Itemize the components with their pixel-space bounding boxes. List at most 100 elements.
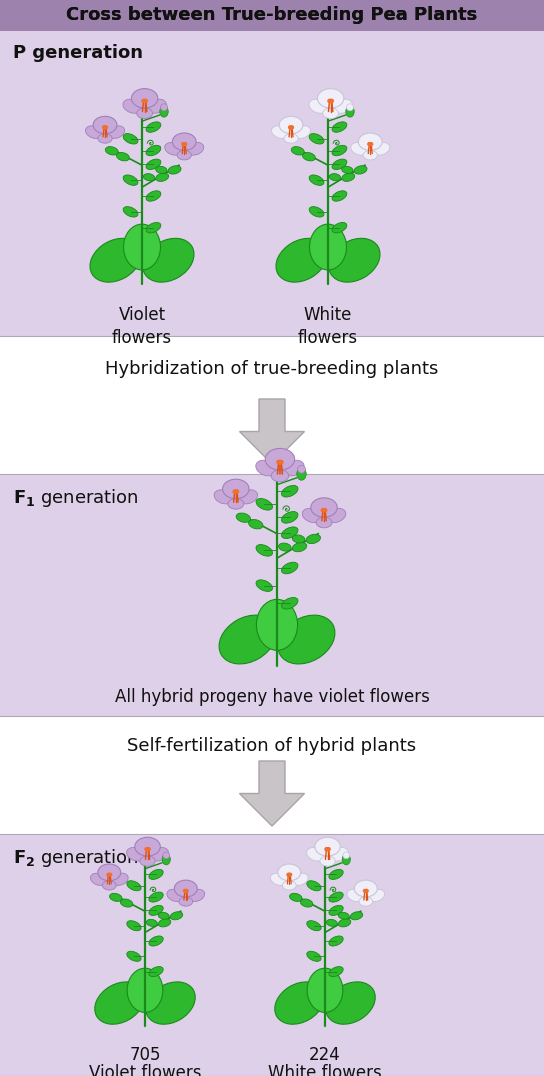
Ellipse shape xyxy=(315,837,341,856)
Ellipse shape xyxy=(98,133,112,143)
Ellipse shape xyxy=(343,852,350,859)
Text: All hybrid progeny have violet flowers: All hybrid progeny have violet flowers xyxy=(115,688,429,706)
Circle shape xyxy=(370,143,373,145)
Ellipse shape xyxy=(329,905,343,916)
Circle shape xyxy=(369,143,372,145)
Text: Self-fertilization of hybrid plants: Self-fertilization of hybrid plants xyxy=(127,737,417,755)
Bar xyxy=(0,0,544,31)
Ellipse shape xyxy=(300,898,313,907)
Ellipse shape xyxy=(163,852,170,859)
Circle shape xyxy=(328,99,331,102)
Ellipse shape xyxy=(359,897,373,906)
Ellipse shape xyxy=(172,133,196,151)
Ellipse shape xyxy=(298,465,305,473)
Ellipse shape xyxy=(143,238,194,282)
Ellipse shape xyxy=(332,223,347,232)
Ellipse shape xyxy=(329,173,341,181)
Ellipse shape xyxy=(120,898,133,907)
Bar xyxy=(0,31,544,336)
Ellipse shape xyxy=(160,103,168,111)
Bar xyxy=(0,716,544,834)
Ellipse shape xyxy=(302,509,321,523)
Circle shape xyxy=(104,126,108,129)
Ellipse shape xyxy=(170,911,183,920)
Ellipse shape xyxy=(123,133,138,144)
Ellipse shape xyxy=(289,893,302,902)
Ellipse shape xyxy=(187,142,204,155)
Polygon shape xyxy=(239,399,305,464)
Ellipse shape xyxy=(127,968,163,1013)
Ellipse shape xyxy=(338,912,349,919)
Circle shape xyxy=(233,490,236,493)
Ellipse shape xyxy=(326,982,375,1024)
Ellipse shape xyxy=(292,146,304,155)
Ellipse shape xyxy=(271,470,289,482)
Circle shape xyxy=(184,143,187,145)
Ellipse shape xyxy=(146,223,161,232)
Ellipse shape xyxy=(150,848,169,861)
Circle shape xyxy=(142,99,145,102)
Bar xyxy=(0,336,544,475)
Ellipse shape xyxy=(330,848,349,861)
Ellipse shape xyxy=(279,543,291,551)
Ellipse shape xyxy=(236,513,251,522)
Circle shape xyxy=(109,874,112,876)
Ellipse shape xyxy=(168,166,181,174)
Circle shape xyxy=(103,126,106,129)
Ellipse shape xyxy=(278,864,301,881)
Ellipse shape xyxy=(127,881,141,891)
Ellipse shape xyxy=(281,562,298,574)
Ellipse shape xyxy=(294,126,311,139)
Ellipse shape xyxy=(165,142,182,155)
Ellipse shape xyxy=(309,133,324,144)
Ellipse shape xyxy=(123,207,138,217)
Ellipse shape xyxy=(363,151,378,160)
Text: Violet
flowers: Violet flowers xyxy=(112,306,172,346)
Ellipse shape xyxy=(188,890,205,902)
Circle shape xyxy=(184,890,187,892)
Ellipse shape xyxy=(177,151,191,160)
Ellipse shape xyxy=(146,190,161,201)
Ellipse shape xyxy=(332,159,347,170)
Ellipse shape xyxy=(310,224,347,270)
Ellipse shape xyxy=(284,133,298,143)
Ellipse shape xyxy=(276,238,327,282)
Ellipse shape xyxy=(307,968,343,1013)
Ellipse shape xyxy=(90,238,141,282)
Ellipse shape xyxy=(320,856,335,866)
Ellipse shape xyxy=(278,615,335,664)
Ellipse shape xyxy=(368,890,385,902)
Circle shape xyxy=(323,509,326,512)
Ellipse shape xyxy=(281,527,298,538)
Circle shape xyxy=(143,99,146,102)
Ellipse shape xyxy=(354,880,378,897)
Ellipse shape xyxy=(279,116,303,133)
Ellipse shape xyxy=(281,511,298,523)
Ellipse shape xyxy=(329,869,343,879)
Ellipse shape xyxy=(318,88,344,108)
Text: Violet flowers: Violet flowers xyxy=(89,1064,201,1076)
Circle shape xyxy=(234,490,237,493)
Ellipse shape xyxy=(307,951,321,961)
Bar xyxy=(0,475,544,716)
Circle shape xyxy=(183,143,186,145)
Ellipse shape xyxy=(135,837,160,856)
Ellipse shape xyxy=(329,892,343,902)
Text: 224: 224 xyxy=(309,1046,341,1064)
Ellipse shape xyxy=(162,854,170,865)
Ellipse shape xyxy=(160,105,168,117)
Circle shape xyxy=(289,126,293,129)
Circle shape xyxy=(364,890,367,892)
Ellipse shape xyxy=(116,153,129,161)
Circle shape xyxy=(144,99,147,102)
Ellipse shape xyxy=(332,145,347,156)
Circle shape xyxy=(322,509,325,512)
Text: P generation: P generation xyxy=(13,44,143,62)
Ellipse shape xyxy=(329,966,343,977)
Circle shape xyxy=(330,99,333,102)
Ellipse shape xyxy=(332,122,347,132)
Circle shape xyxy=(326,848,329,851)
Ellipse shape xyxy=(358,133,382,151)
Text: $\mathbf{F_1}$ generation: $\mathbf{F_1}$ generation xyxy=(13,487,139,509)
Ellipse shape xyxy=(93,116,117,133)
